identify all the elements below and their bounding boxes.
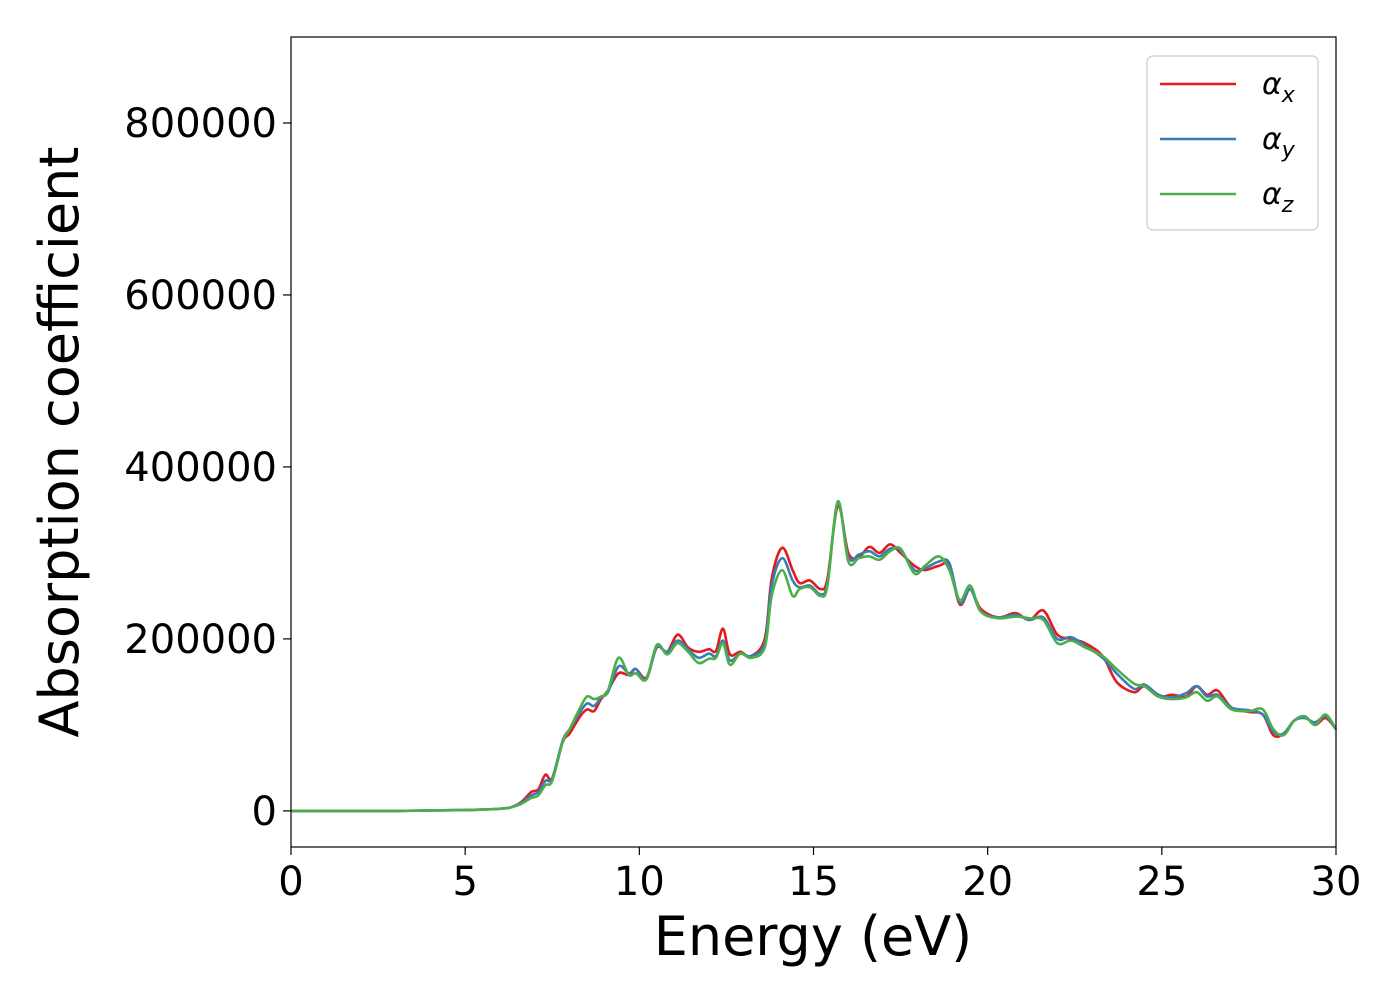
x-axis-ticks: 0 5 10 15 20 25 30 — [278, 847, 1361, 905]
x-tick-label: 30 — [1311, 859, 1362, 905]
y-tick-label: 400000 — [124, 445, 277, 491]
x-axis-label: Energy (eV) — [654, 905, 973, 968]
legend-symbol: α — [1262, 122, 1282, 157]
x-tick-label: 25 — [1136, 859, 1187, 905]
legend-symbol: α — [1262, 177, 1282, 212]
legend-subscript: x — [1281, 83, 1296, 108]
y-axis-label: Absorption coefficient — [28, 147, 91, 738]
x-tick-label: 10 — [614, 859, 665, 905]
legend-subscript: z — [1281, 193, 1294, 218]
legend-label-x: αx — [1262, 67, 1296, 108]
legend-subscript: y — [1281, 138, 1296, 163]
y-tick-label: 600000 — [124, 273, 277, 319]
x-tick-label: 0 — [278, 859, 303, 905]
legend-label-y: αy — [1262, 122, 1296, 163]
y-tick-label: 200000 — [124, 617, 277, 663]
legend-box — [1146, 55, 1319, 231]
y-tick-label: 800000 — [124, 101, 277, 147]
series-line-z — [290, 500, 1338, 813]
x-tick-label: 20 — [962, 859, 1013, 905]
y-tick-label: 0 — [252, 789, 277, 835]
series-layer — [290, 500, 1338, 813]
legend-symbol: α — [1262, 67, 1282, 102]
x-tick-label: 5 — [452, 859, 477, 905]
legend-label-z: αz — [1262, 177, 1294, 218]
y-axis-ticks: 0 200000 400000 600000 800000 — [124, 101, 291, 835]
x-tick-label: 15 — [788, 859, 839, 905]
